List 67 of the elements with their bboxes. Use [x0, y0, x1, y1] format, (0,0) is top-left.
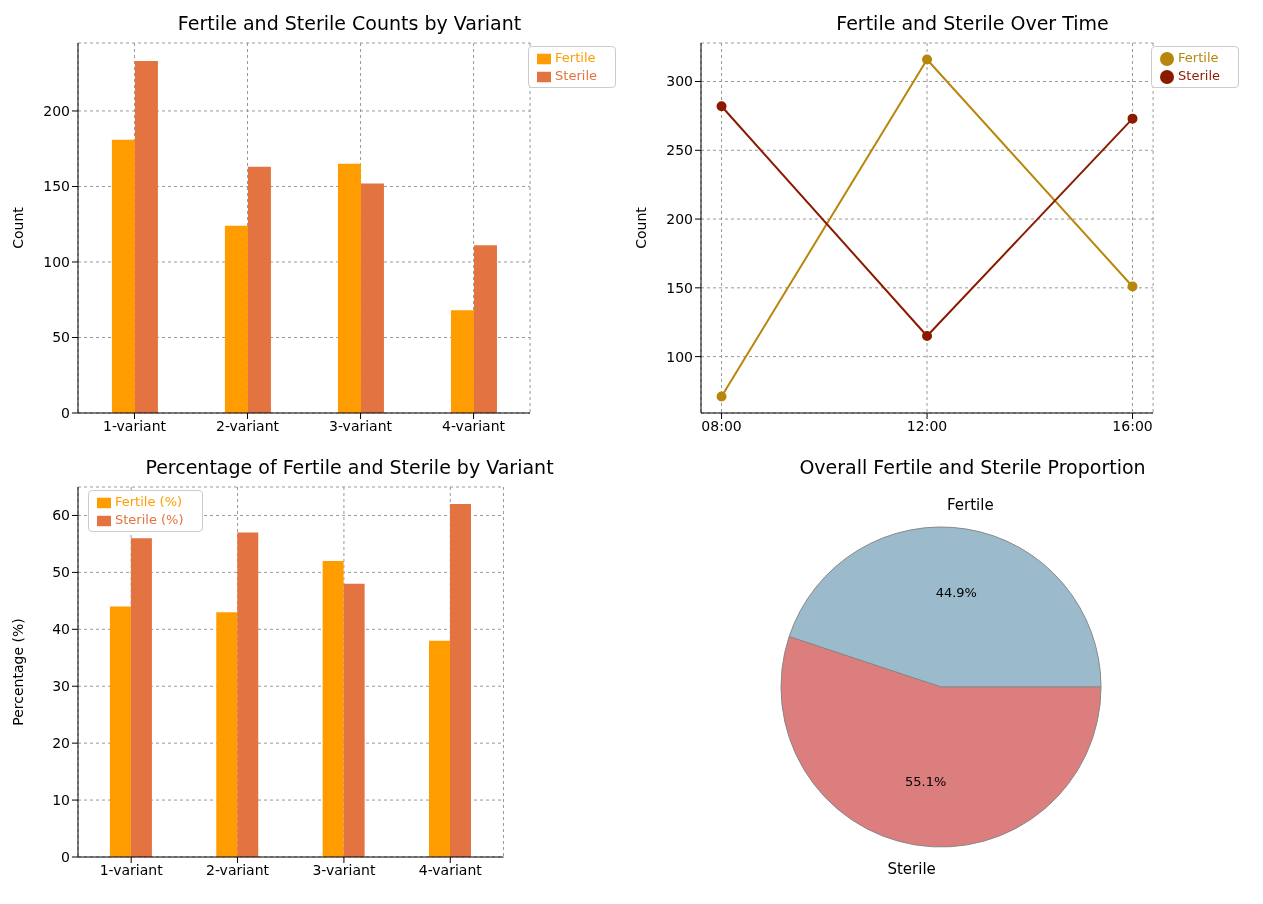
bar — [130, 538, 152, 857]
legend-label: Fertile — [555, 50, 596, 65]
y-tick-label: 50 — [52, 564, 70, 581]
y-tick-label: 0 — [61, 404, 70, 421]
bar — [134, 61, 158, 413]
bar — [322, 561, 344, 857]
x-tick-label: 12:00 — [906, 417, 948, 434]
point — [922, 330, 933, 341]
y-tick-label: 60 — [52, 507, 70, 524]
bar — [247, 166, 271, 413]
x-tick-label: 3-variant — [329, 417, 393, 434]
bar — [224, 225, 248, 413]
chart-title: Fertile and Sterile Counts by Variant — [176, 11, 523, 36]
y-tick-label: 100 — [666, 348, 693, 365]
chart-title: Percentage of Fertile and Sterile by Variant — [144, 455, 555, 480]
x-tick-label: 3-variant — [312, 861, 376, 878]
y-tick-label: 100 — [43, 253, 70, 270]
legend-label: Fertile — [1178, 50, 1219, 65]
y-axis-title: Count — [9, 206, 26, 249]
bar — [450, 310, 474, 413]
point — [1127, 113, 1138, 124]
point — [1127, 281, 1138, 292]
bar — [216, 612, 238, 857]
slice-label: Fertile — [947, 496, 994, 515]
bar — [111, 139, 135, 413]
data-label: 44.9% — [935, 584, 977, 600]
y-tick-label: 50 — [52, 329, 70, 346]
x-tick-label: 4-variant — [418, 861, 483, 878]
y-tick-label: 250 — [666, 142, 693, 159]
x-tick-label: 08:00 — [701, 417, 742, 434]
y-tick-label: 40 — [52, 621, 70, 638]
y-tick-label: 30 — [52, 678, 70, 695]
y-tick-label: 150 — [666, 279, 693, 296]
legend-label: Sterile — [1178, 68, 1220, 83]
bar — [237, 532, 259, 857]
legend-label: Sterile — [555, 68, 597, 83]
x-tick-label: 1-variant — [102, 417, 167, 434]
bar — [343, 583, 365, 857]
y-tick-label: 200 — [43, 102, 70, 119]
point — [922, 54, 933, 65]
y-tick-label: 10 — [52, 792, 70, 809]
bar — [429, 640, 450, 857]
y-axis-title: Count — [632, 206, 649, 249]
bar — [450, 504, 471, 857]
bar — [473, 245, 497, 413]
x-tick-label: 1-variant — [99, 861, 164, 878]
legend-label: Sterile (%) — [115, 512, 184, 527]
bar — [109, 606, 131, 857]
y-axis-title: Percentage (%) — [9, 618, 26, 726]
y-tick-label: 150 — [43, 178, 70, 195]
y-tick-label: 200 — [666, 211, 693, 228]
bar — [337, 163, 361, 413]
point — [716, 101, 727, 112]
chart-title: Fertile and Sterile Over Time — [835, 11, 1110, 36]
y-tick-label: 0 — [61, 848, 70, 865]
x-tick-label: 2-variant — [206, 861, 270, 878]
data-label: 55.1% — [905, 774, 947, 790]
legend-label: Fertile (%) — [115, 494, 183, 509]
slice-label: Sterile — [887, 859, 936, 878]
bar — [360, 183, 384, 413]
chart-title: Overall Fertile and Sterile Proportion — [798, 455, 1147, 480]
x-tick-label: 2-variant — [216, 417, 280, 434]
x-tick-label: 4-variant — [442, 417, 506, 434]
y-tick-label: 300 — [666, 73, 693, 90]
y-tick-label: 20 — [52, 735, 70, 752]
point — [716, 391, 727, 402]
x-tick-label: 16:00 — [1112, 417, 1153, 434]
